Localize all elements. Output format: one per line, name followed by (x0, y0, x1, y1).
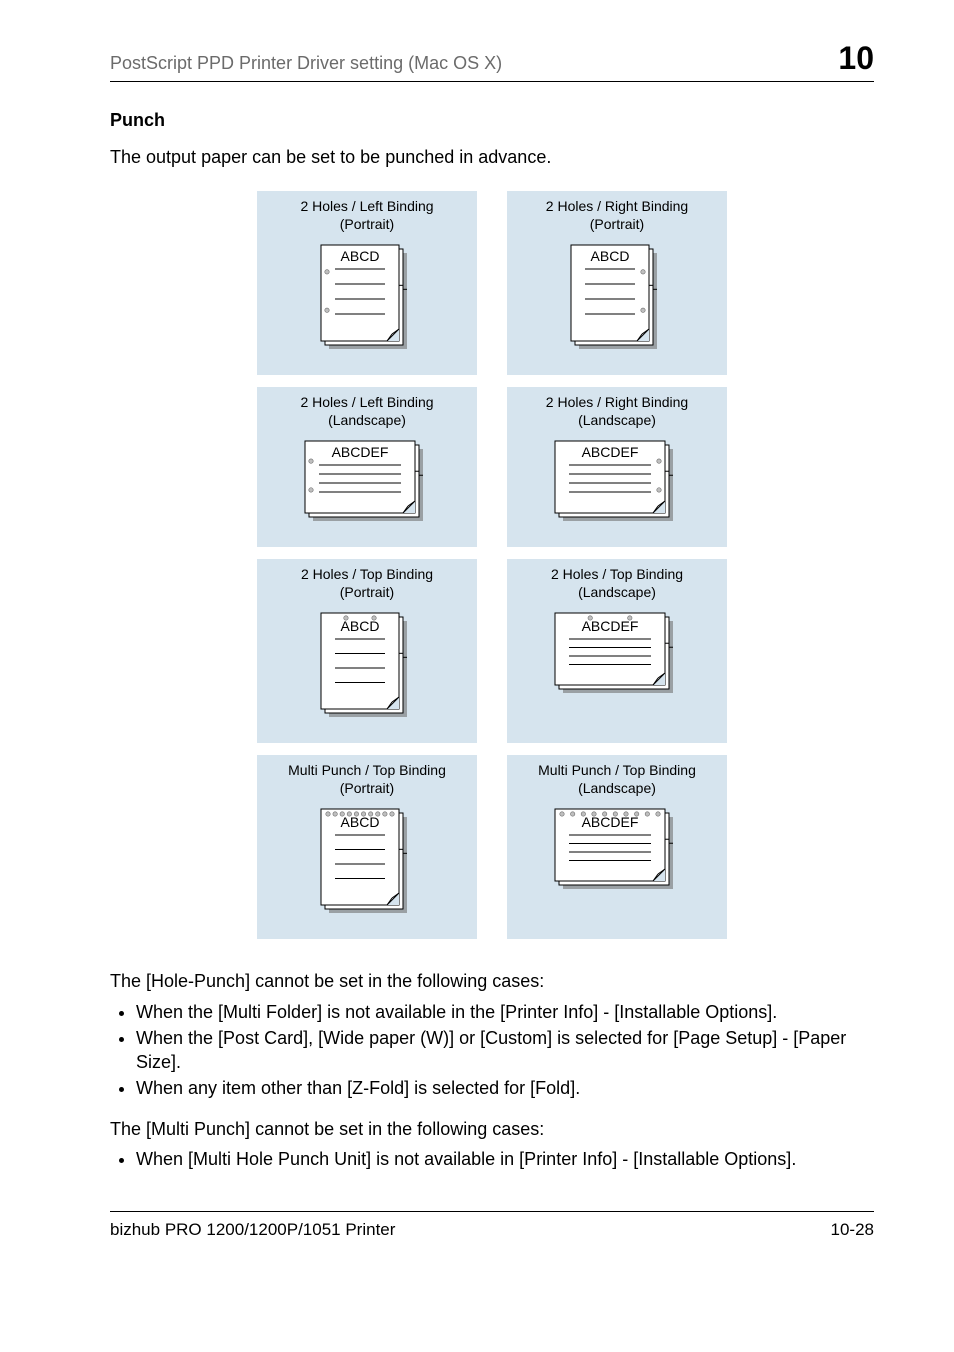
diagram-cell: 2 Holes / Left Binding(Portrait) ABCD (257, 191, 477, 375)
page-stack-icon: ABCD (313, 239, 421, 365)
svg-text:ABCD: ABCD (591, 248, 630, 264)
list-item: When the [Post Card], [Wide paper (W)] o… (136, 1026, 874, 1075)
diagram-cell: 2 Holes / Left Binding(Landscape) ABCDEF (257, 387, 477, 547)
page-stack-icon: ABCDEF (547, 803, 687, 905)
diagram-cell: 2 Holes / Right Binding(Landscape) ABCDEF (507, 387, 727, 547)
diagram-caption: 2 Holes / Right Binding(Landscape) (546, 393, 688, 429)
page-stack-icon: ABCD (313, 803, 421, 929)
page-stack-icon: ABCD (563, 239, 671, 365)
diagram-cell: Multi Punch / Top Binding(Portrait) ABCD (257, 755, 477, 939)
diagram-caption: 2 Holes / Left Binding(Portrait) (300, 197, 433, 233)
svg-text:ABCDEF: ABCDEF (332, 444, 389, 460)
diagram: 2 Holes / Left Binding(Portrait)ABCD2 Ho… (110, 191, 874, 939)
list-item: When the [Multi Folder] is not available… (136, 1000, 874, 1024)
page-stack-icon: ABCDEF (547, 435, 687, 537)
list2: When the [Multi Folder] is not available… (110, 1000, 874, 1101)
svg-text:ABCD: ABCD (341, 248, 380, 264)
page-stack-icon: ABCDEF (297, 435, 437, 537)
diagram-cell: 2 Holes / Right Binding(Portrait) ABCD (507, 191, 727, 375)
footer-right: 10-28 (831, 1220, 874, 1240)
diagram-caption: 2 Holes / Right Binding(Portrait) (546, 197, 688, 233)
page-stack-icon: ABCDEF (547, 607, 687, 709)
list-item: When any item other than [Z-Fold] is sel… (136, 1076, 874, 1100)
section-title: Punch (110, 110, 874, 131)
svg-text:ABCD: ABCD (341, 814, 380, 830)
svg-text:ABCDEF: ABCDEF (582, 444, 639, 460)
diagram-cell: 2 Holes / Top Binding(Portrait) ABCD (257, 559, 477, 743)
para3: The [Multi Punch] cannot be set in the f… (110, 1117, 874, 1141)
diagram-caption: Multi Punch / Top Binding(Landscape) (538, 761, 696, 797)
diagram-cell: 2 Holes / Top Binding(Landscape) ABCDEF (507, 559, 727, 743)
footer-left: bizhub PRO 1200/1200P/1051 Printer (110, 1220, 395, 1240)
svg-text:ABCDEF: ABCDEF (582, 814, 639, 830)
diagram-caption: Multi Punch / Top Binding(Portrait) (288, 761, 446, 797)
page-stack-icon: ABCD (313, 607, 421, 733)
header-left: PostScript PPD Printer Driver setting (M… (110, 53, 502, 74)
list-item: When [Multi Hole Punch Unit] is not avai… (136, 1147, 874, 1171)
intro-text: The output paper can be set to be punche… (110, 145, 874, 169)
diagram-cell: Multi Punch / Top Binding(Landscape) ABCD… (507, 755, 727, 939)
diagram-caption: 2 Holes / Left Binding(Landscape) (300, 393, 433, 429)
list3: When [Multi Hole Punch Unit] is not avai… (110, 1147, 874, 1171)
para2: The [Hole-Punch] cannot be set in the fo… (110, 969, 874, 993)
diagram-caption: 2 Holes / Top Binding(Landscape) (551, 565, 683, 601)
header-right: 10 (838, 40, 874, 77)
diagram-caption: 2 Holes / Top Binding(Portrait) (301, 565, 433, 601)
